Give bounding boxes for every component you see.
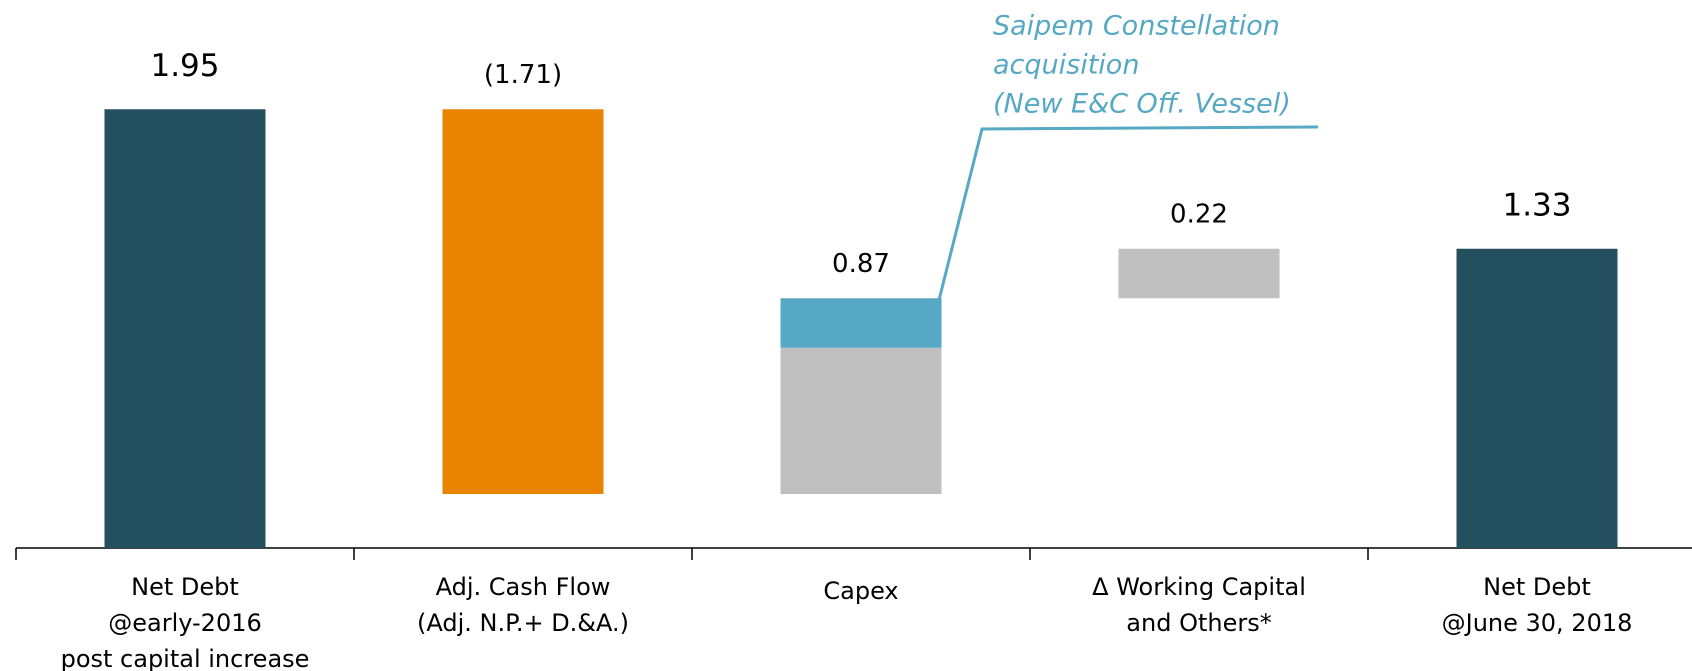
bar	[1456, 248, 1618, 548]
x-tick-label: Adj. Cash Flow	[436, 573, 611, 601]
x-tick-label: (Adj. N.P.+ D.&A.)	[417, 609, 629, 637]
bar-segment	[780, 298, 942, 348]
bar	[442, 109, 604, 494]
annotation: acquisition	[993, 50, 1139, 81]
x-tick-label: Capex	[823, 577, 898, 605]
bar-segment	[780, 347, 942, 494]
bar	[104, 109, 266, 548]
annotation: Saipem Constellation	[993, 11, 1280, 42]
value-label: 0.22	[1170, 199, 1228, 229]
annotation-leader	[937, 125, 1319, 301]
x-tick-label: @June 30, 2018	[1442, 609, 1633, 637]
bar	[1118, 248, 1280, 299]
value-label: 1.33	[1502, 187, 1571, 223]
x-tick-label: and Others*	[1126, 609, 1271, 637]
value-label: (1.71)	[484, 60, 562, 90]
x-tick-label: Net Debt	[131, 573, 239, 601]
value-label: 0.87	[832, 249, 890, 279]
x-tick-label: Δ Working Capital	[1092, 573, 1306, 601]
value-label: 1.95	[150, 48, 219, 84]
annotation: (New E&C Off. Vessel)	[993, 89, 1291, 120]
x-tick-label: @early-2016	[108, 609, 262, 637]
x-tick-label: post capital increase	[61, 645, 310, 671]
x-tick-label: Net Debt	[1483, 573, 1591, 601]
